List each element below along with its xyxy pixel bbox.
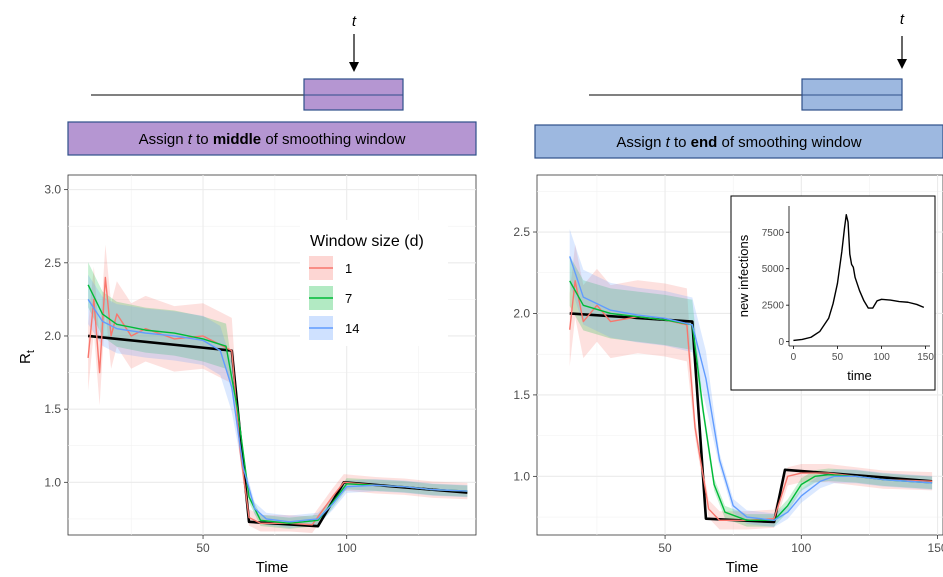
inset-x-tick-label: 50 — [832, 352, 844, 363]
y-tick-label: 2.0 — [513, 306, 530, 320]
right-banner-text: Assign t to end of smoothing window — [616, 134, 861, 151]
y-tick-label: 2.0 — [44, 329, 61, 343]
left-banner-t: t — [188, 131, 193, 148]
y-tick-label: 2.5 — [44, 256, 61, 270]
x-tick-label: 100 — [337, 541, 357, 555]
right-banner-t: t — [666, 134, 671, 151]
inset-x-axis-title: time — [847, 368, 872, 383]
left-t-arrowhead — [349, 62, 359, 72]
series-line-window-1 — [569, 280, 933, 522]
ribbon-window-7 — [88, 262, 468, 529]
y-tick-label: 2.5 — [513, 225, 530, 239]
ribbon-window-14 — [569, 229, 933, 528]
series-line-window-14 — [569, 256, 933, 522]
right-banner-mid: to — [670, 134, 691, 151]
ribbon-window-7 — [569, 255, 933, 527]
right-window-diagram: t — [589, 11, 907, 111]
right-banner: Assign t to end of smoothing window — [534, 124, 943, 159]
inset-y-axis-title: new infections — [736, 234, 751, 317]
left-window-diagram: t — [91, 13, 404, 111]
series-line-window-1 — [87, 276, 468, 526]
left-banner-post: of smoothing window — [261, 131, 405, 148]
legend-label-1: 1 — [345, 261, 352, 276]
ribbon-window-1 — [569, 244, 933, 530]
series-line-window-14 — [87, 299, 468, 523]
inset-y-tick-label: 5000 — [762, 264, 785, 275]
right-banner-post: of smoothing window — [717, 134, 861, 151]
y-tick-label: 3.0 — [44, 183, 61, 197]
left-y-axis-title-sub: t — [25, 350, 37, 353]
inset-y-tick-label: 2500 — [762, 301, 785, 312]
left-banner-mid: to — [192, 131, 213, 148]
y-tick-label: 1.5 — [513, 388, 530, 402]
legend: Window size (d) 1 7 14 — [300, 220, 448, 346]
left-x-axis-title: Time — [256, 559, 289, 576]
right-banner-pre: Assign — [616, 134, 665, 151]
x-tick-label: 50 — [658, 541, 672, 555]
chart-middle-panel: 1.0 1.5 2.0 2.5 3.0 50 100 — [44, 174, 477, 555]
inset-chart: 0 2500 5000 7500 0 50 100 150 time new infections — [730, 195, 936, 391]
x-tick-label: 150 — [928, 541, 943, 555]
left-y-axis-title: Rt — [17, 350, 37, 364]
right-t-label: t — [900, 11, 905, 28]
left-banner: Assign t to middle of smoothing window — [67, 121, 477, 156]
y-tick-label: 1.0 — [513, 469, 530, 483]
left-y-axis-title-main: R — [17, 353, 34, 364]
left-banner-bold: middle — [213, 131, 261, 148]
right-banner-bold: end — [691, 134, 718, 151]
left-t-label: t — [352, 13, 357, 30]
x-tick-label: 50 — [196, 541, 210, 555]
legend-title: Window size (d) — [310, 233, 424, 250]
inset-x-tick-label: 0 — [791, 352, 797, 363]
inset-x-tick-label: 100 — [873, 352, 890, 363]
right-banner-box — [534, 124, 943, 159]
right-t-arrowhead — [897, 59, 907, 69]
left-banner-box — [67, 121, 477, 156]
left-banner-pre: Assign — [139, 131, 188, 148]
series-line-window-7 — [569, 280, 933, 522]
ribbon-window-1 — [88, 244, 468, 533]
inset-infections-line — [793, 214, 925, 342]
inset-frame — [730, 195, 936, 391]
inset-y-tick-label: 0 — [778, 337, 784, 348]
x-tick-label: 100 — [791, 541, 811, 555]
y-tick-label: 1.0 — [44, 475, 61, 489]
inset-x-tick-label: 150 — [917, 352, 934, 363]
legend-background — [300, 220, 448, 346]
y-tick-label: 1.5 — [44, 402, 61, 416]
inset-y-tick-label: 7500 — [762, 228, 785, 239]
left-banner-text: Assign t to middle of smoothing window — [139, 131, 406, 148]
legend-label-14: 14 — [345, 321, 359, 336]
legend-label-7: 7 — [345, 291, 352, 306]
right-x-axis-title: Time — [726, 559, 759, 576]
